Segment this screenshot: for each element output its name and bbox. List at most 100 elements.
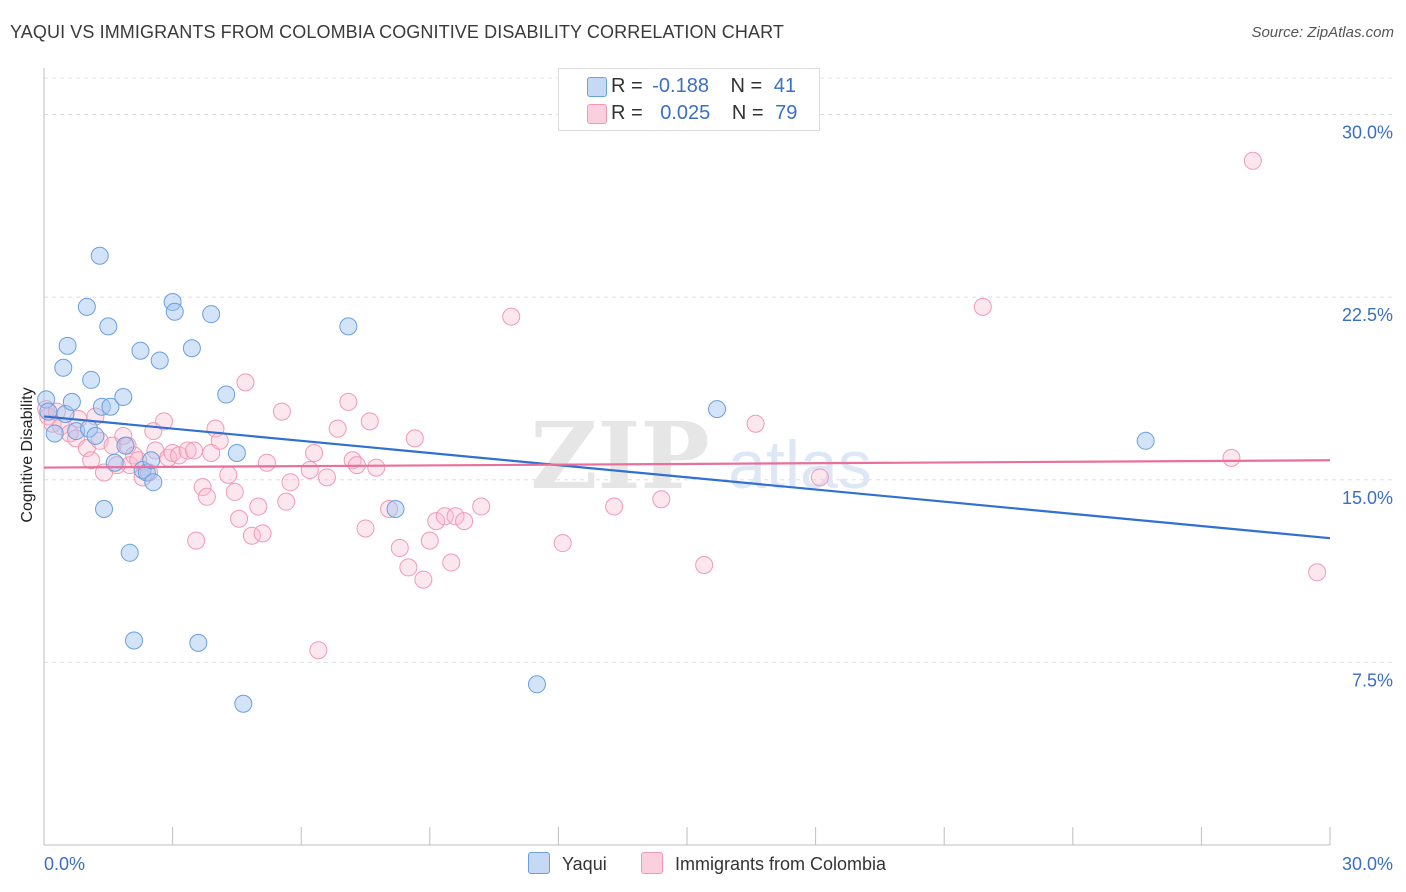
colombia-point [446, 507, 465, 526]
colombia-point [746, 414, 765, 433]
colombia-point [1243, 151, 1262, 170]
colombia-point [107, 456, 126, 475]
gridlines [44, 77, 1394, 663]
colombia-point [502, 307, 521, 326]
colombia-point [455, 512, 474, 531]
bottom-legend-label-colombia: Immigrants from Colombia [675, 854, 887, 874]
colombia-point [427, 512, 446, 531]
yaqui-point [45, 424, 64, 443]
colombia-point [281, 473, 300, 492]
colombia-point [193, 478, 212, 497]
colombia-point [695, 555, 714, 574]
bottom-legend-swatch-yaqui [528, 852, 550, 874]
colombia-point [356, 519, 375, 538]
colombia-point [230, 509, 249, 528]
legend-r-value: -0.188 [652, 75, 709, 97]
trend-lines [43, 415, 1331, 540]
yaqui-point [114, 387, 133, 406]
colombia-point [178, 441, 197, 460]
watermark: ZIP atlas [530, 402, 872, 510]
yaqui-point [125, 631, 144, 650]
colombia-point [1308, 563, 1327, 582]
yaqui-point [182, 339, 201, 358]
yaqui-point [217, 385, 236, 404]
legend-n-label: N = [730, 75, 763, 97]
colombia-point [210, 431, 229, 450]
yaqui-point [54, 358, 73, 377]
colombia-point [652, 490, 671, 509]
colombia-point [390, 538, 409, 557]
legend-swatch-colombia [587, 104, 607, 124]
colombia-point [399, 558, 418, 577]
colombia-point [305, 443, 324, 462]
yaqui-point [105, 453, 124, 472]
colombia-point [219, 465, 238, 484]
yaqui-point [386, 499, 405, 518]
yaqui-point [189, 633, 208, 652]
watermark-zip: ZIP [530, 402, 709, 510]
colombia-point [242, 526, 261, 545]
yaqui-point [708, 400, 727, 419]
yaqui-point [339, 317, 358, 336]
legend-row-colombia: R = 0.025 N = 79 [587, 102, 798, 125]
legend-row-yaqui: R = -0.188 N = 41 [587, 75, 796, 98]
colombia-point [328, 419, 347, 438]
yaqui-point [150, 351, 169, 370]
colombia-point [236, 373, 255, 392]
series-yaqui-points [37, 246, 1155, 713]
source-credit: Source: ZipAtlas.com [1251, 24, 1394, 41]
y-tick-label: 22.5% [1342, 305, 1393, 325]
colombia-point [420, 531, 439, 550]
yaqui-point [120, 543, 139, 562]
colombia-point [442, 553, 461, 572]
trend-line-colombia [43, 459, 1331, 469]
yaqui-point [58, 336, 77, 355]
x-tick-label-min: 0.0% [44, 854, 85, 874]
colombia-point [380, 499, 399, 518]
colombia-point [360, 412, 379, 431]
colombia-point [317, 468, 336, 487]
correlation-legend: R = -0.188 N = 41 R = 0.025 N = 79 [558, 68, 820, 131]
yaqui-point [227, 443, 246, 462]
yaqui-point [144, 473, 163, 492]
colombia-point [973, 297, 992, 316]
colombia-point [405, 429, 424, 448]
yaqui-point [202, 305, 221, 324]
colombia-point [277, 492, 296, 511]
legend-swatch-yaqui [587, 77, 607, 97]
colombia-point [129, 451, 148, 470]
watermark-atlas: atlas [728, 427, 872, 503]
colombia-point [253, 524, 272, 543]
y-tick-label: 15.0% [1342, 488, 1393, 508]
legend-r-label: R = [611, 102, 643, 124]
bottom-legend-yaqui: Yaqui [528, 852, 607, 875]
colombia-point [272, 402, 291, 421]
yaqui-point [1136, 431, 1155, 450]
legend-n-value: 79 [775, 102, 798, 124]
colombia-point [553, 534, 572, 553]
yaqui-point [101, 397, 120, 416]
chart-title: YAQUI VS IMMIGRANTS FROM COLOMBIA COGNIT… [10, 22, 784, 42]
colombia-point [309, 641, 328, 660]
colombia-point [605, 497, 624, 516]
colombia-point [225, 482, 244, 501]
colombia-point [187, 531, 206, 550]
colombia-point [197, 487, 216, 506]
bottom-legend-label-yaqui: Yaqui [562, 854, 607, 874]
colombia-point [810, 468, 829, 487]
colombia-point [435, 507, 454, 526]
bottom-legend-swatch-colombia [641, 852, 663, 874]
colombia-point [300, 461, 319, 480]
legend-n-label: N = [731, 102, 764, 124]
yaqui-point [116, 436, 135, 455]
yaqui-point [82, 370, 101, 389]
yaqui-point [234, 694, 253, 713]
yaqui-point [90, 246, 109, 265]
tick-labels: 7.5% 15.0% 22.5% 30.0% 0.0% 30.0% [44, 123, 1393, 874]
yaqui-point [131, 341, 150, 360]
legend-r-label: R = [611, 75, 643, 97]
yaqui-point [95, 499, 114, 518]
yaqui-point [527, 675, 546, 694]
yaqui-point [62, 392, 81, 411]
